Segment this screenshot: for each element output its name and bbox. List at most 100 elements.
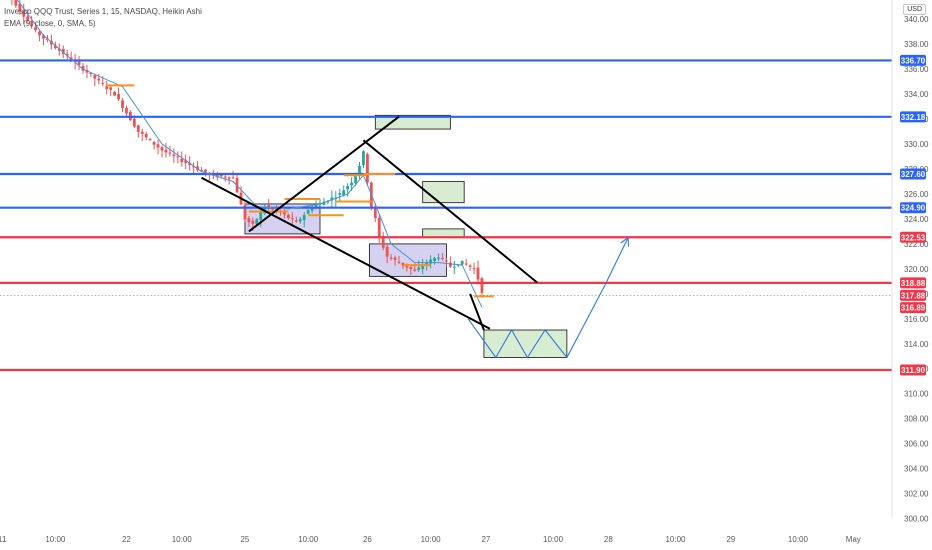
- projection-arrowhead: [620, 237, 629, 244]
- price-tick-label: 300.00: [904, 515, 929, 524]
- candle-body: [338, 193, 342, 195]
- candle-body: [132, 118, 136, 127]
- time-tick-label: 27: [481, 535, 490, 544]
- candle-body: [460, 261, 464, 265]
- price-tick-label: 320.00: [904, 265, 929, 274]
- candle-body: [445, 260, 448, 262]
- price-tick-label: 310.00: [904, 390, 929, 399]
- trendline: [248, 115, 400, 233]
- candle-body: [326, 201, 330, 203]
- level-price-badge-text: 324.90: [901, 204, 926, 213]
- price-tick-label: 334.00: [904, 90, 929, 99]
- price-tick-label: 330.00: [904, 140, 929, 149]
- level-price-badge-bg: [900, 202, 926, 214]
- time-tick-label: 22: [122, 535, 131, 544]
- candle-body: [101, 82, 105, 84]
- candle-body: [346, 186, 350, 190]
- candle-body: [441, 257, 444, 259]
- time-tick-label: 10:00: [665, 535, 686, 544]
- trendline: [201, 176, 491, 330]
- candle-body: [219, 174, 223, 177]
- candle-body: [350, 182, 353, 186]
- candle-body: [192, 166, 195, 168]
- candles-layer: [7, 0, 484, 296]
- candle-body: [310, 207, 314, 211]
- projection-layer: [467, 237, 630, 359]
- candle-body: [136, 125, 140, 132]
- projection-path: [467, 237, 629, 359]
- candle-body: [433, 258, 436, 262]
- time-tick-label: 25: [240, 535, 249, 544]
- candle-body: [168, 152, 172, 154]
- candle-body: [255, 219, 259, 225]
- candle-body: [223, 176, 227, 178]
- candle-body: [366, 154, 369, 183]
- zone-box: [483, 329, 568, 358]
- candle-body: [57, 48, 61, 51]
- candle-body: [53, 45, 57, 49]
- level-price-badge-bg: [900, 54, 926, 66]
- candle-body: [271, 208, 274, 210]
- level-price-badge-text: 336.70: [901, 56, 926, 65]
- candle-body: [77, 61, 81, 65]
- price-tick-label: 324.00: [904, 215, 929, 224]
- candle-body: [397, 261, 401, 263]
- candle-body: [385, 246, 389, 257]
- ema-price-badge-text: 316.89: [901, 304, 926, 313]
- price-tick-label: 338.00: [904, 40, 929, 49]
- candle-body: [421, 265, 425, 270]
- candle-body: [247, 218, 251, 223]
- candle-body: [480, 278, 484, 293]
- candle-body: [117, 93, 120, 100]
- candle-body: [164, 149, 168, 153]
- last-price-badge-text: 317.88: [901, 291, 926, 300]
- candle-body: [381, 237, 385, 248]
- candle-body: [215, 174, 219, 178]
- currency-button[interactable]: USD: [903, 4, 926, 15]
- candle-body: [354, 174, 357, 184]
- time-tick-label: May: [846, 535, 861, 544]
- candle-body: [97, 78, 101, 81]
- candle-body: [429, 259, 432, 264]
- candle-body: [452, 266, 456, 268]
- candle-body: [34, 27, 37, 31]
- candle-body: [409, 267, 413, 270]
- candle-body: [283, 211, 286, 215]
- candle-body: [121, 100, 124, 108]
- candle-body: [105, 86, 109, 89]
- level-price-badge-text: 327.60: [901, 170, 926, 179]
- candle-body: [314, 204, 318, 208]
- time-tick-label: 10:00: [421, 535, 442, 544]
- zone-box: [374, 114, 451, 130]
- candle-body: [413, 269, 417, 271]
- time-tick-label: 10:00: [788, 535, 809, 544]
- candle-body: [401, 262, 405, 266]
- candle-body: [464, 263, 468, 265]
- candle-body: [290, 218, 294, 220]
- candle-body: [448, 262, 452, 267]
- time-tick-label: 28: [604, 535, 613, 544]
- trendline: [469, 293, 485, 331]
- candle-body: [113, 92, 116, 96]
- candle-body: [362, 151, 365, 166]
- zones-layer: [244, 114, 568, 358]
- candle-body: [476, 267, 480, 280]
- candle-body: [243, 205, 247, 220]
- price-tick-label: 336.00: [904, 65, 929, 74]
- trendline: [362, 139, 538, 284]
- candle-body: [468, 265, 472, 267]
- candle-body: [184, 160, 188, 164]
- candle-body: [251, 220, 255, 224]
- level-price-badge-text: 311.90: [901, 366, 926, 375]
- last-price-badge-bg: [900, 289, 926, 301]
- candle-body: [172, 154, 176, 156]
- candle-body: [393, 257, 397, 260]
- price-tick-label: 340.00: [904, 15, 929, 24]
- price-axis[interactable]: 300.00302.00304.00306.00308.00310.00312.…: [891, 0, 932, 550]
- candle-body: [437, 257, 440, 259]
- time-axis[interactable]: 1 10:00 22 10:00 25 10:00 26 10:00 27 10:00 28 10:0…: [0, 529, 892, 544]
- candle-body: [93, 75, 97, 79]
- candle-body: [298, 219, 302, 222]
